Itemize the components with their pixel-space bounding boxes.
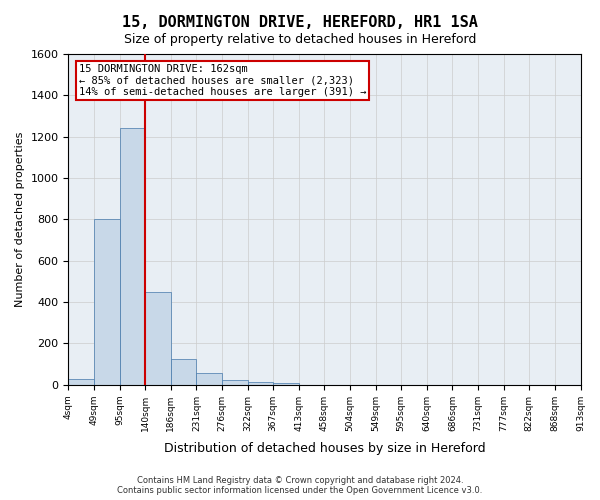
Bar: [94, 220, 119, 385]
Text: 15 DORMINGTON DRIVE: 162sqm
← 85% of detached houses are smaller (2,323)
14% of : 15 DORMINGTON DRIVE: 162sqm ← 85% of det…: [79, 64, 366, 97]
Bar: [273, 382, 299, 385]
Bar: [171, 359, 196, 385]
X-axis label: Distribution of detached houses by size in Hereford: Distribution of detached houses by size …: [164, 442, 485, 455]
Bar: [119, 128, 145, 385]
Bar: [68, 378, 94, 385]
Bar: [196, 374, 222, 385]
Bar: [248, 382, 273, 385]
Text: Contains HM Land Registry data © Crown copyright and database right 2024.
Contai: Contains HM Land Registry data © Crown c…: [118, 476, 482, 495]
Y-axis label: Number of detached properties: Number of detached properties: [15, 132, 25, 307]
Text: 15, DORMINGTON DRIVE, HEREFORD, HR1 1SA: 15, DORMINGTON DRIVE, HEREFORD, HR1 1SA: [122, 15, 478, 30]
Bar: [145, 292, 171, 385]
Text: Size of property relative to detached houses in Hereford: Size of property relative to detached ho…: [124, 32, 476, 46]
Bar: [222, 380, 248, 385]
